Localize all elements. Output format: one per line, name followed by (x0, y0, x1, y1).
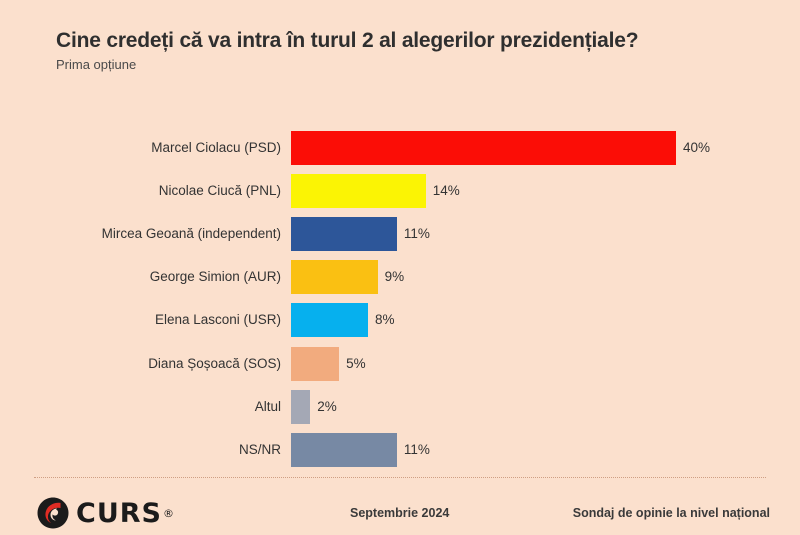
bar-track: 5% (291, 342, 800, 385)
bar-chart-plot-area: Marcel Ciolacu (PSD) 40% Nicolae Ciucă (PN… (0, 126, 800, 471)
bar-category-label: Mircea Geoană (independent) (101, 225, 281, 241)
chart-subtitle: Prima opțiune (56, 57, 137, 72)
bar (291, 173, 426, 208)
bar-value-label: 11% (403, 225, 430, 241)
bar-category-label: Altul (254, 398, 281, 414)
curs-swirl-logo-icon (36, 496, 70, 530)
bar (291, 303, 368, 338)
bar-track: 2% (291, 385, 800, 428)
curs-logo: CURS ® (36, 496, 174, 530)
survey-note: Sondaj de opinie la nivel național (572, 506, 770, 520)
bar-row: Marcel Ciolacu (PSD) 40% (0, 126, 800, 169)
bar-row: Altul 2% (0, 385, 800, 428)
bar (291, 432, 397, 467)
bar-row: Mircea Geoană (independent) 11% (0, 212, 800, 255)
bar-category-label: Elena Lasconi (USR) (154, 312, 281, 328)
bar-value-label: 2% (317, 398, 337, 414)
chart-header: Cine credeți că va intra în turul 2 al a… (56, 28, 756, 73)
bar-value-label: 40% (683, 139, 711, 155)
bar (291, 130, 676, 165)
registered-trademark-icon: ® (162, 506, 174, 520)
survey-date: Septembrie 2024 (350, 506, 450, 520)
page-title: Cine credeți că va intra în turul 2 al a… (56, 29, 639, 52)
bar-track: 11% (291, 212, 800, 255)
bar-category-label: Nicolae Ciucă (PNL) (158, 182, 281, 198)
bar-value-label: 9% (384, 269, 405, 285)
footer-divider (34, 477, 766, 478)
bar-row: Diana Șoșoacă (SOS) 5% (0, 342, 800, 385)
bar-row: George Simion (AUR) 9% (0, 256, 800, 299)
curs-logo-text: CURS (76, 497, 162, 529)
bar-track: 8% (291, 299, 800, 342)
bar (291, 389, 311, 424)
bar-row: NS/NR 11% (0, 428, 800, 471)
bar-track: 40% (291, 126, 800, 169)
bar-row: Elena Lasconi (USR) 8% (0, 299, 800, 342)
bar-value-label: 14% (432, 182, 460, 198)
bar-row: Nicolae Ciucă (PNL) 14% (0, 169, 800, 212)
bar (291, 216, 397, 251)
bar-value-label: 5% (346, 355, 366, 371)
bar-track: 11% (291, 428, 800, 471)
bar-category-label: George Simion (AUR) (149, 269, 281, 285)
bar-value-label: 8% (375, 312, 395, 328)
chart-footer: CURS ® Septembrie 2024 Sondaj de opinie … (0, 492, 800, 534)
bar-value-label: 11% (403, 441, 430, 457)
bar-category-label: Diana Șoșoacă (SOS) (148, 355, 281, 371)
bar-category-label: NS/NR (238, 441, 281, 457)
bar (291, 346, 340, 381)
bar-category-label: Marcel Ciolacu (PSD) (151, 139, 281, 155)
bar-track: 14% (291, 169, 800, 212)
bar-track: 9% (291, 256, 800, 299)
bar (291, 260, 378, 295)
